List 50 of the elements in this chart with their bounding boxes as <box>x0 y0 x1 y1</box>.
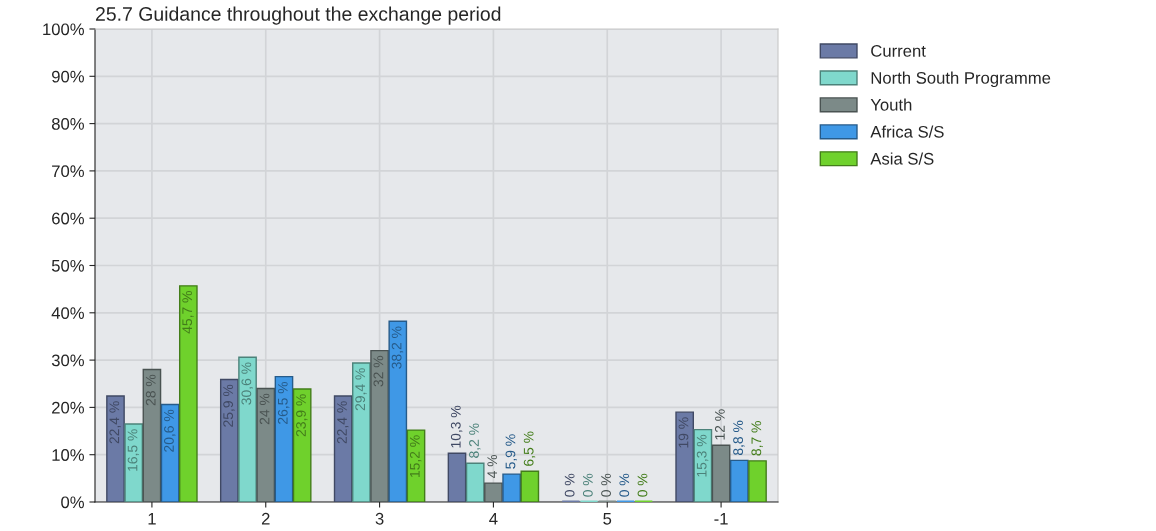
y-tick-label: 70% <box>52 165 84 178</box>
x-tick-label: 2 <box>261 512 270 525</box>
legend-label: Current <box>871 45 926 57</box>
data-label: 23,9 % <box>296 394 308 437</box>
data-label: 12 % <box>714 409 725 440</box>
y-tick-label: 80% <box>51 118 84 130</box>
data-label: 29,4 % <box>355 368 367 411</box>
y-tick-label: 10% <box>52 449 84 461</box>
data-label: 0 % <box>601 473 611 497</box>
data-label: 4 % <box>487 454 498 479</box>
data-label: 22,4 % <box>337 401 349 444</box>
data-label: 8,8 % <box>733 420 745 456</box>
y-tick-label: 30% <box>51 354 84 367</box>
x-tick-label: -1 <box>714 513 728 525</box>
data-label: 30,6 % <box>241 362 253 405</box>
y-tick-label: 0% <box>61 496 84 509</box>
data-label: 0 % <box>582 473 593 497</box>
data-label: 8,7 % <box>751 421 763 456</box>
y-tick-label: 100% <box>43 23 84 36</box>
legend-label: Africa S/S <box>870 125 944 138</box>
data-label: 10,3 % <box>450 405 463 448</box>
legend-label: Youth <box>870 98 912 111</box>
data-label: 6,5 % <box>523 431 536 466</box>
data-label: 8,2 % <box>469 423 481 458</box>
data-label: 15,3 % <box>696 434 709 477</box>
x-tick-label: 3 <box>375 512 384 525</box>
data-label: 0 % <box>564 473 575 497</box>
y-tick-label: 60% <box>52 212 84 225</box>
chart-title: 25.7 Guidance throughout the exchange period <box>95 6 501 25</box>
data-label: 22,4 % <box>109 401 121 444</box>
data-label: 0 % <box>637 473 648 497</box>
y-tick-label: 40% <box>51 307 84 319</box>
data-label: 19 % <box>678 417 689 448</box>
legend-label: Asia S/S <box>870 152 934 165</box>
y-tick-label: 20% <box>52 401 84 414</box>
x-tick-label: 4 <box>489 513 498 525</box>
data-label: 5,9 % <box>505 434 517 469</box>
y-tick-label: 50% <box>51 259 84 272</box>
data-label: 45,7 % <box>182 291 194 334</box>
data-label: 20,6 % <box>164 409 176 452</box>
x-tick-label: 5 <box>603 513 612 525</box>
data-label: 16,5 % <box>127 429 140 471</box>
x-tick-label: 1 <box>148 513 156 525</box>
legend-label: North South Programme <box>871 71 1051 88</box>
data-label: 15,2 % <box>409 435 422 478</box>
data-label: 25,9 % <box>223 384 235 427</box>
data-label: 38,2 % <box>391 326 404 369</box>
data-label: 26,5 % <box>277 381 290 424</box>
data-label: 0 % <box>619 473 630 497</box>
y-tick-label: 90% <box>52 70 84 83</box>
